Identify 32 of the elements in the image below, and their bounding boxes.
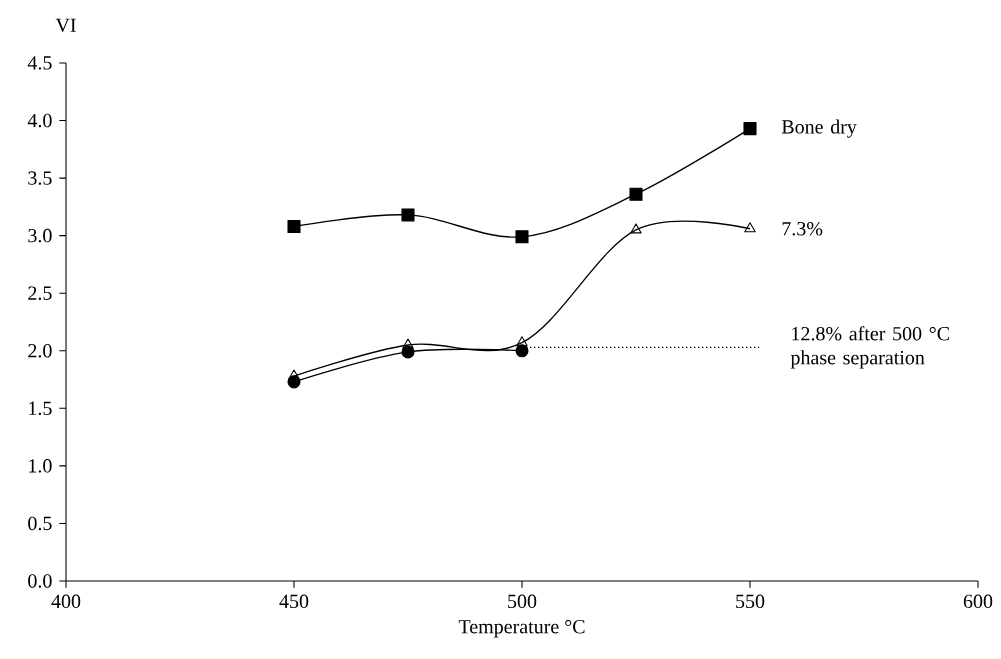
y-tick-label: 4.5 bbox=[27, 56, 52, 70]
point bbox=[743, 122, 757, 136]
y-tick-label: 2.5 bbox=[28, 286, 52, 300]
y-tick-label: 1.5 bbox=[29, 401, 52, 416]
point bbox=[287, 219, 301, 233]
y-tick-label: 0.5 bbox=[28, 516, 52, 531]
point bbox=[287, 375, 301, 389]
point bbox=[401, 345, 415, 359]
x-tick-label: 600 bbox=[963, 594, 993, 609]
point bbox=[629, 187, 643, 201]
point bbox=[744, 222, 756, 233]
y-tick-label: 1.0 bbox=[29, 459, 52, 473]
point bbox=[515, 344, 529, 358]
y-tick-label: 3.5 bbox=[28, 171, 52, 185]
point bbox=[516, 336, 528, 347]
x-tick-label: 400 bbox=[51, 594, 81, 609]
point bbox=[515, 230, 529, 244]
series-label: 12.8% after 500 °C phase separation bbox=[790, 326, 949, 369]
y-tick-label: 0.0 bbox=[28, 574, 52, 588]
y-axis-title: VI bbox=[55, 18, 76, 33]
point bbox=[401, 208, 415, 222]
x-tick-label: 550 bbox=[736, 594, 765, 609]
y-tick-label: 3.0 bbox=[28, 228, 52, 243]
x-tick-label: 450 bbox=[279, 594, 309, 609]
series-label: Bone dry bbox=[781, 119, 857, 138]
x-tick-label: 500 bbox=[508, 594, 537, 609]
point bbox=[630, 223, 642, 234]
y-tick-label: 2.0 bbox=[28, 343, 52, 358]
series-label: 7.3% bbox=[782, 221, 823, 236]
point bbox=[402, 338, 414, 349]
x-axis-title: Temperature °C bbox=[458, 619, 585, 638]
y-tick-label: 4.0 bbox=[27, 113, 52, 128]
